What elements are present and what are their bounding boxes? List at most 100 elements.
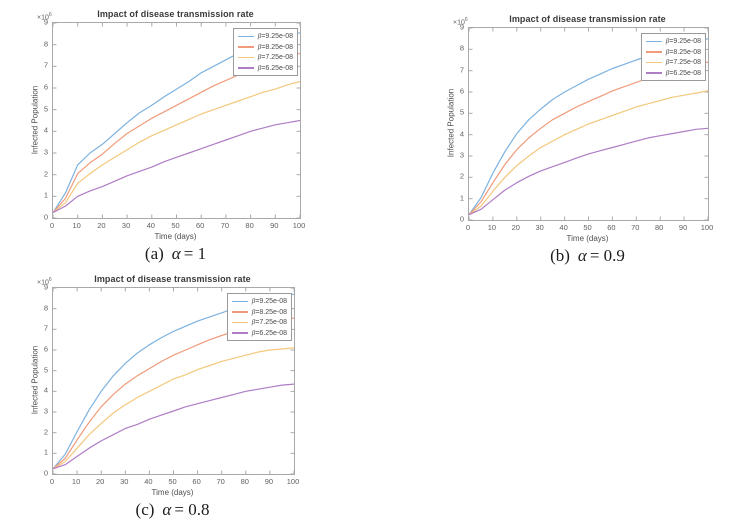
legend: β=9.25e-08 β=8.25e-08 β=7.25e-08 β=6.25e-08 bbox=[232, 28, 298, 76]
x-tick-label: 80 bbox=[655, 223, 664, 232]
legend-label: β=6.25e-08 bbox=[665, 68, 701, 77]
x-tick-label: 30 bbox=[535, 223, 544, 232]
y-tick-label: 5 bbox=[43, 365, 48, 375]
legend-entry: β=6.25e-08 bbox=[237, 63, 293, 74]
legend-label: β=6.25e-08 bbox=[257, 63, 293, 72]
legend-line-swatch bbox=[645, 61, 662, 63]
plot-area: β=9.25e-08 β=8.25e-08 β=7.25e-08 β=6.25e-08 bbox=[52, 287, 295, 475]
y-axis-exponent: ×106 bbox=[37, 12, 52, 21]
x-tick-labels: 0 10 20 30 40 50 60 70 80 90 100 bbox=[50, 477, 299, 486]
y-tick-label: 9 bbox=[43, 17, 48, 27]
x-tick-label: 50 bbox=[168, 477, 177, 486]
caption-index: (b) bbox=[550, 246, 570, 265]
plot-title: Impact of disease transmission rate bbox=[97, 9, 254, 19]
y-tick-label: 3 bbox=[43, 147, 48, 157]
legend-label: β=8.25e-08 bbox=[665, 47, 701, 56]
caption-index: (c) bbox=[135, 500, 155, 519]
legend-entry: β=7.25e-08 bbox=[231, 317, 287, 328]
y-tick-labels: 0 1 2 3 4 5 6 7 8 9 bbox=[451, 23, 464, 224]
legend-label: β=7.25e-08 bbox=[251, 318, 287, 327]
y-tick-label: 9 bbox=[459, 22, 464, 32]
subplot-caption: (c) α = 0.8 bbox=[52, 500, 293, 520]
x-tick-label: 60 bbox=[196, 221, 205, 230]
x-tick-label: 90 bbox=[678, 223, 688, 232]
legend-line-swatch bbox=[645, 72, 662, 74]
subplot-caption: (a) α = 1 bbox=[52, 244, 299, 264]
y-tick-label: 0 bbox=[459, 214, 464, 224]
y-tick-label: 2 bbox=[43, 427, 48, 437]
x-tick-label: 70 bbox=[631, 223, 640, 232]
series-line bbox=[53, 80, 300, 214]
legend-entry: β=8.25e-08 bbox=[645, 47, 701, 58]
x-tick-label: 90 bbox=[264, 477, 274, 486]
x-tick-label: 20 bbox=[97, 221, 106, 230]
y-tick-labels: 0 1 2 3 4 5 6 7 8 9 bbox=[35, 283, 48, 478]
legend-line-swatch bbox=[231, 332, 248, 334]
y-exponent-power: 6 bbox=[48, 12, 52, 18]
series-line bbox=[53, 347, 294, 470]
legend-line-swatch bbox=[231, 321, 248, 323]
x-tick-label: 60 bbox=[192, 477, 201, 486]
y-exponent-power: 6 bbox=[464, 17, 468, 23]
y-tick-label: 8 bbox=[43, 39, 48, 49]
x-tick-label: 50 bbox=[583, 223, 592, 232]
alpha-symbol: α bbox=[162, 500, 172, 519]
legend-entry: β=6.25e-08 bbox=[231, 328, 287, 339]
y-exponent-base: ×10 bbox=[37, 14, 49, 22]
x-tick-label: 90 bbox=[270, 221, 279, 230]
x-tick-label: 40 bbox=[146, 221, 155, 230]
x-tick-label: 70 bbox=[216, 477, 225, 486]
legend-label: β=9.25e-08 bbox=[257, 32, 293, 41]
legend-entry: β=6.25e-08 bbox=[645, 68, 701, 79]
legend-label: β=6.25e-08 bbox=[251, 328, 287, 337]
caption-value: = 1 bbox=[183, 244, 207, 263]
y-tick-label: 3 bbox=[459, 150, 464, 160]
legend-label: β=9.25e-08 bbox=[665, 37, 701, 46]
y-tick-label: 7 bbox=[459, 65, 464, 75]
y-tick-label: 7 bbox=[43, 60, 48, 70]
alpha-symbol: α bbox=[171, 244, 181, 263]
legend-entry: β=7.25e-08 bbox=[645, 57, 701, 68]
legend-line-swatch bbox=[237, 56, 254, 58]
y-tick-label: 1 bbox=[43, 447, 48, 457]
legend-line-swatch bbox=[237, 35, 254, 37]
x-tick-label: 0 bbox=[49, 221, 55, 230]
legend-label: β=7.25e-08 bbox=[257, 53, 293, 62]
y-tick-label: 5 bbox=[43, 104, 48, 114]
y-tick-label: 8 bbox=[43, 303, 48, 313]
caption-value: = 0.9 bbox=[589, 246, 625, 265]
x-tick-label: 50 bbox=[171, 221, 180, 230]
series-line bbox=[53, 119, 300, 214]
legend-entry: β=7.25e-08 bbox=[237, 52, 293, 63]
plot-area: β=9.25e-08 β=8.25e-08 β=7.25e-08 β=6.25e-08 bbox=[468, 27, 709, 221]
subplot-caption: (b) α = 0.9 bbox=[468, 246, 707, 266]
plot-title: Impact of disease transmission rate bbox=[94, 274, 251, 284]
x-axis-label: Time (days) bbox=[151, 488, 194, 497]
x-tick-label: 60 bbox=[607, 223, 616, 232]
y-tick-label: 4 bbox=[459, 129, 464, 139]
y-tick-label: 2 bbox=[459, 171, 464, 181]
x-tick-label: 0 bbox=[465, 223, 471, 232]
y-tick-label: 1 bbox=[43, 190, 48, 200]
legend-line-swatch bbox=[237, 67, 254, 69]
x-tick-label: 40 bbox=[144, 477, 153, 486]
x-tick-label: 30 bbox=[120, 477, 129, 486]
x-axis-label: Time (days) bbox=[154, 232, 197, 241]
y-tick-label: 6 bbox=[459, 86, 464, 96]
y-tick-label: 7 bbox=[43, 323, 48, 333]
series-line bbox=[469, 127, 708, 216]
x-tick-label: 20 bbox=[511, 223, 520, 232]
y-tick-label: 3 bbox=[43, 406, 48, 416]
y-tick-label: 0 bbox=[43, 468, 48, 478]
caption-index: (a) bbox=[144, 244, 164, 263]
legend-entry: β=9.25e-08 bbox=[645, 36, 701, 47]
y-tick-label: 5 bbox=[459, 107, 464, 117]
y-exponent-base: ×10 bbox=[453, 19, 465, 27]
legend: β=9.25e-08 β=8.25e-08 β=7.25e-08 β=6.25e-08 bbox=[226, 293, 292, 341]
y-tick-label: 2 bbox=[43, 169, 48, 179]
x-tick-label: 40 bbox=[559, 223, 568, 232]
y-tick-labels: 0 1 2 3 4 5 6 7 8 9 bbox=[35, 18, 48, 222]
alpha-symbol: α bbox=[577, 246, 587, 265]
